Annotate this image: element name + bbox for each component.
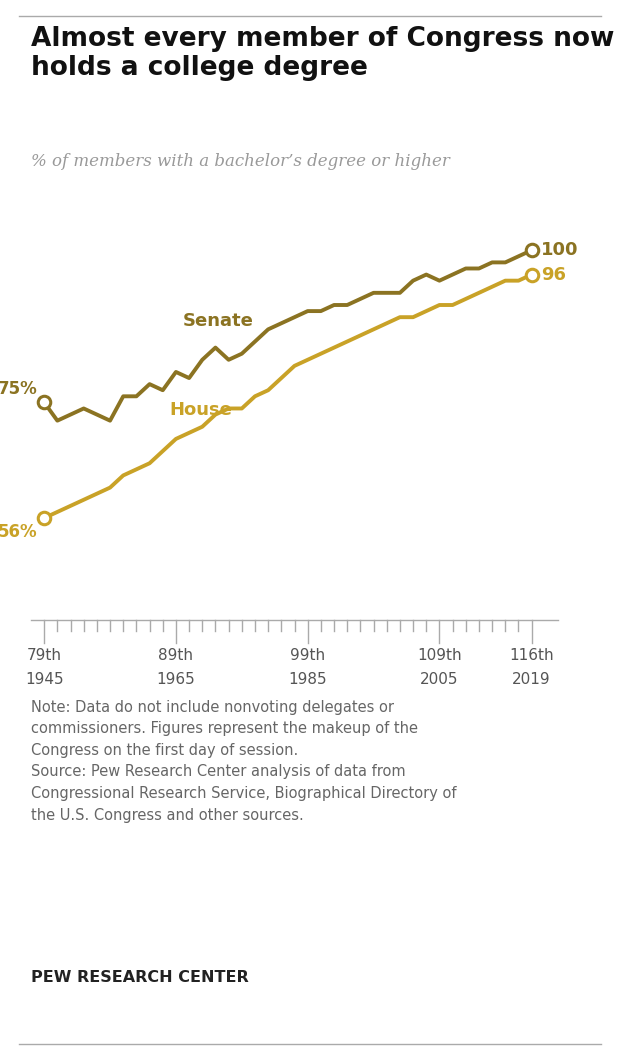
Text: 56%: 56% [0, 523, 38, 541]
Text: 116th: 116th [510, 648, 554, 663]
Text: Senate: Senate [182, 312, 254, 330]
Text: 96: 96 [541, 265, 566, 284]
Text: 99th: 99th [290, 648, 326, 663]
Text: PEW RESEARCH CENTER: PEW RESEARCH CENTER [31, 970, 249, 985]
Text: 109th: 109th [417, 648, 462, 663]
Text: House: House [169, 401, 232, 419]
Text: 2019: 2019 [512, 672, 551, 687]
Text: 100: 100 [541, 241, 578, 259]
Text: Almost every member of Congress now
holds a college degree: Almost every member of Congress now hold… [31, 26, 614, 81]
Text: 1965: 1965 [156, 672, 195, 687]
Text: 2005: 2005 [420, 672, 459, 687]
Text: 1945: 1945 [25, 672, 63, 687]
Text: 89th: 89th [159, 648, 193, 663]
Text: 79th: 79th [27, 648, 61, 663]
Text: 75%: 75% [0, 380, 38, 398]
Text: 1985: 1985 [288, 672, 327, 687]
Text: Note: Data do not include nonvoting delegates or
commissioners. Figures represen: Note: Data do not include nonvoting dele… [31, 700, 456, 823]
Text: % of members with a bachelor’s degree or higher: % of members with a bachelor’s degree or… [31, 154, 450, 170]
